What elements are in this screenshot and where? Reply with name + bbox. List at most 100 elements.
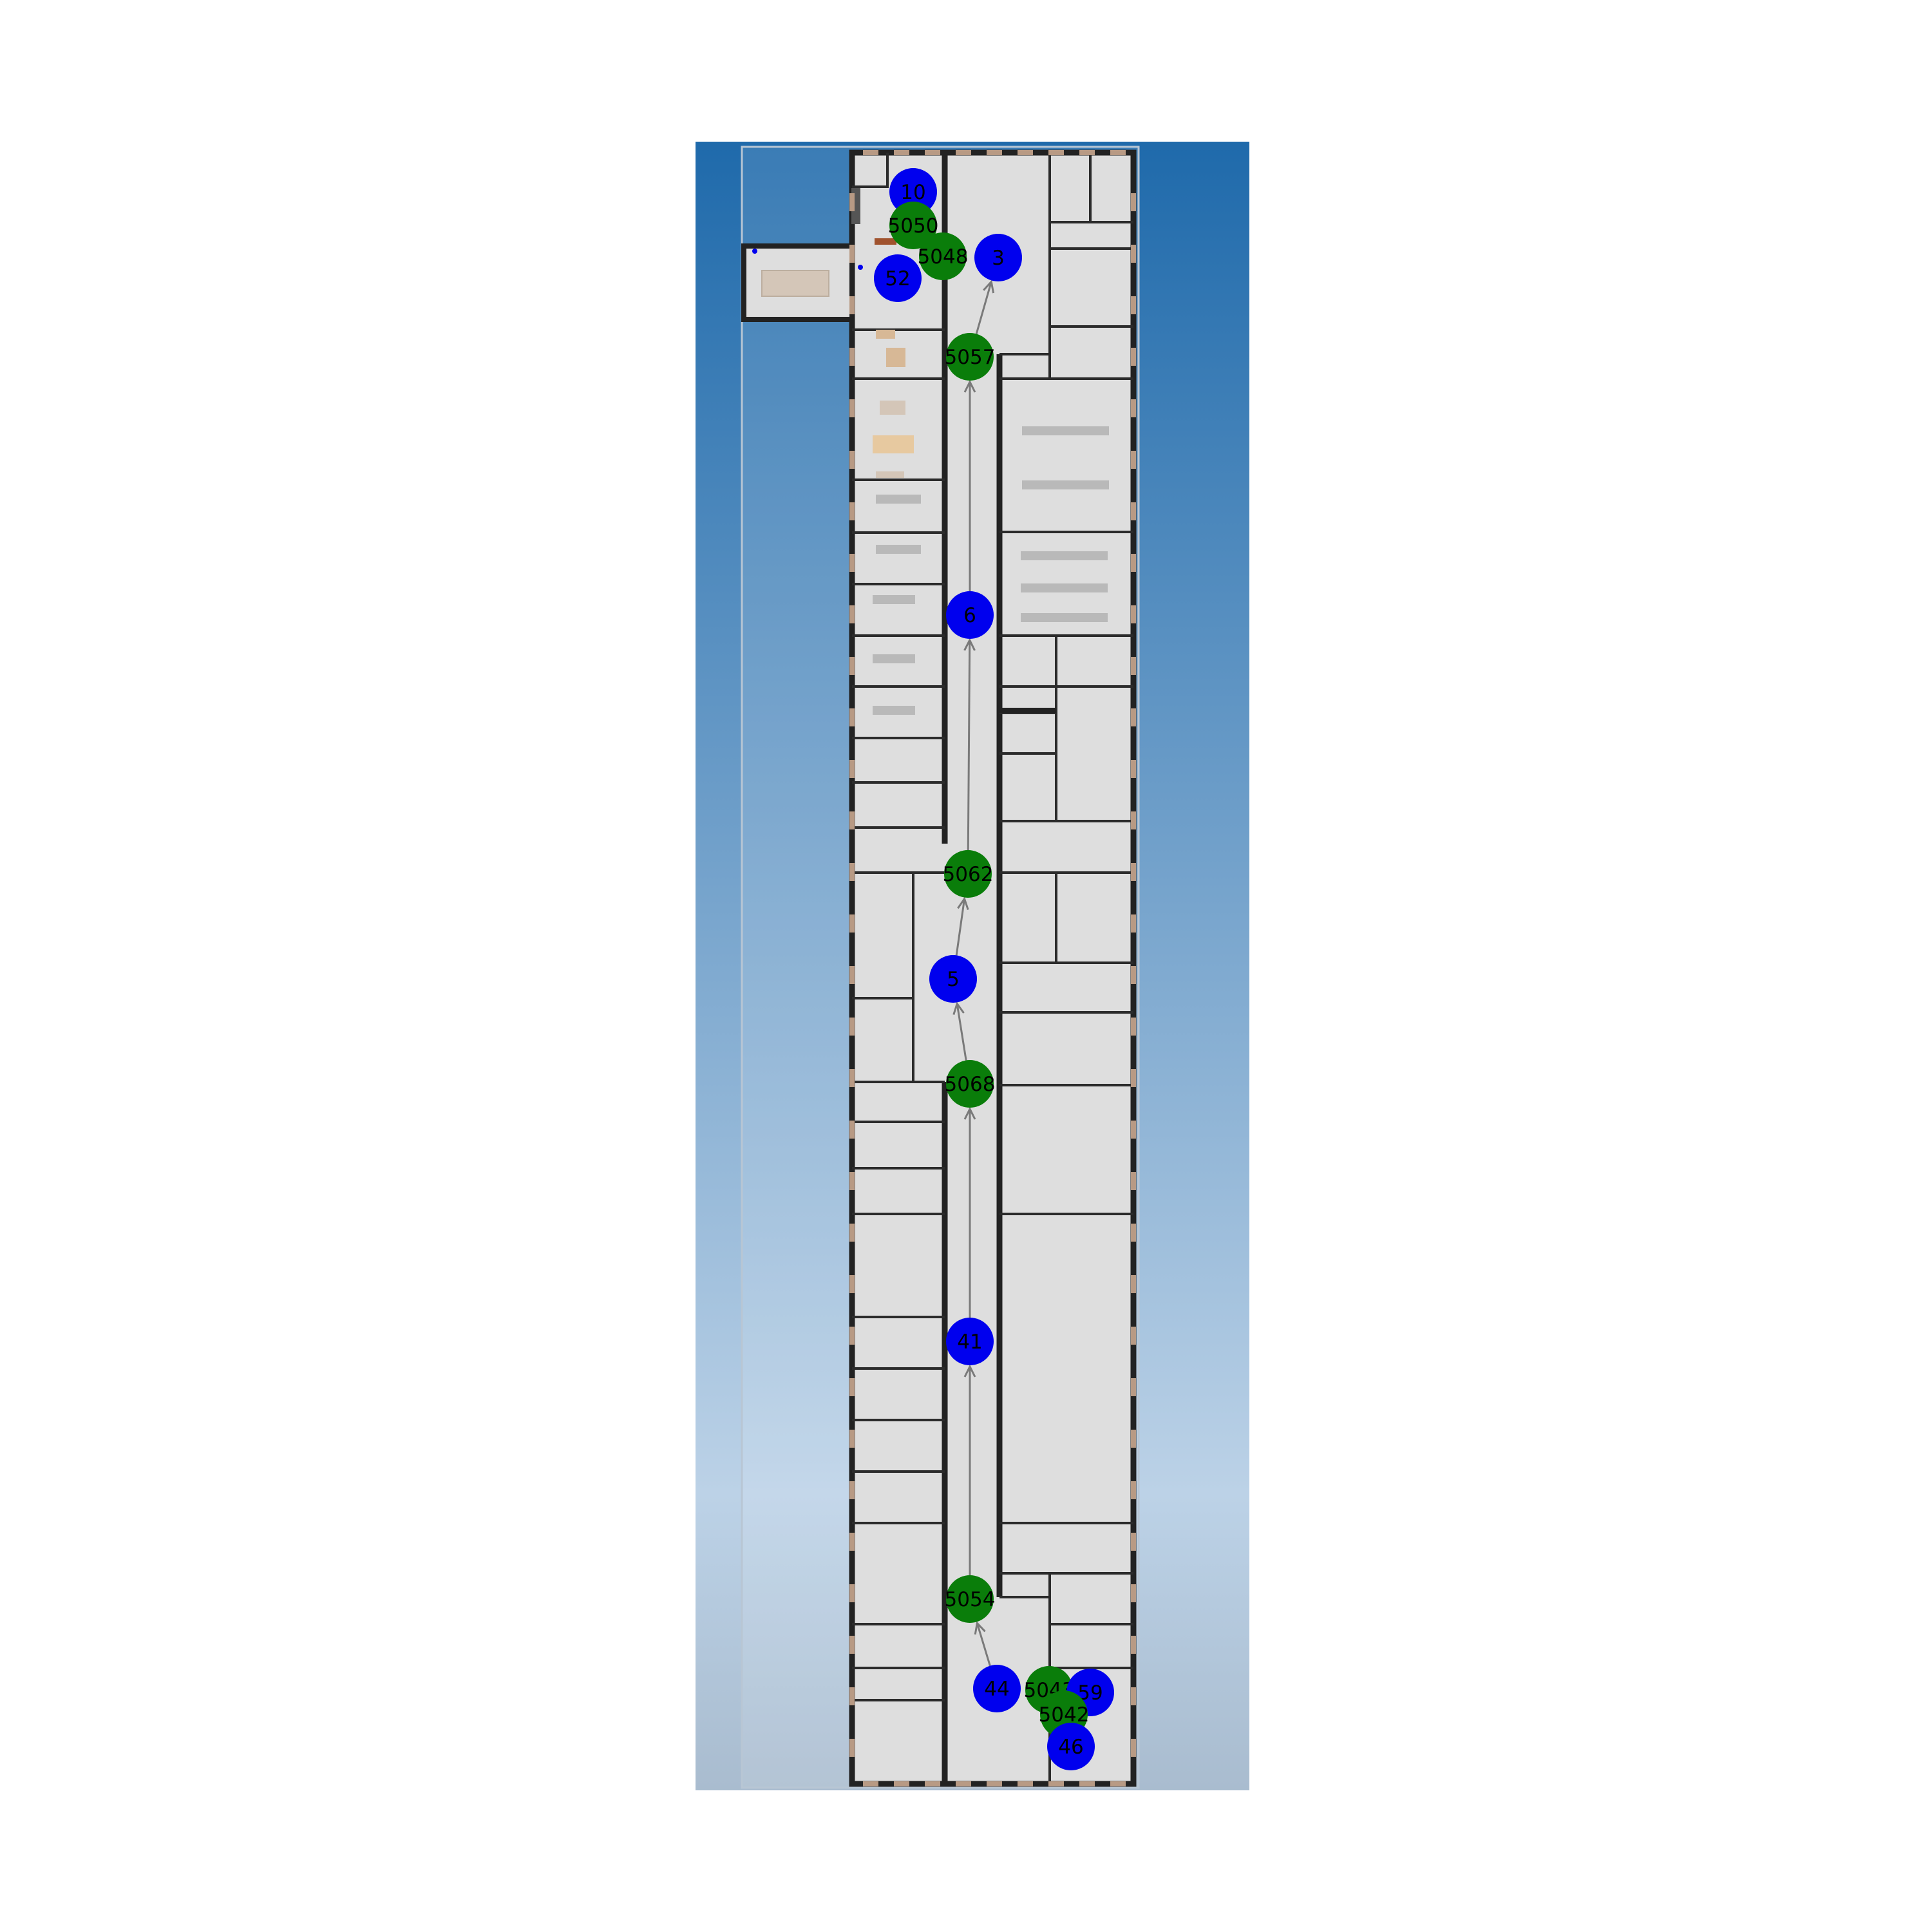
window-pane — [849, 399, 855, 417]
window-pane — [849, 193, 855, 211]
window-pane — [849, 451, 855, 469]
window-pane — [849, 1481, 855, 1499]
window-pane — [849, 1069, 855, 1087]
node-label: 5057 — [945, 346, 996, 369]
window-pane — [925, 150, 940, 155]
window-pane — [1131, 1481, 1136, 1499]
window-pane — [1131, 966, 1136, 984]
window-pane — [1131, 1172, 1136, 1190]
window-pane — [849, 1687, 855, 1705]
window-pane — [1048, 1781, 1064, 1786]
window-pane — [1018, 1781, 1033, 1786]
junction-marker[interactable] — [919, 232, 967, 280]
node-label: 3 — [992, 247, 1005, 270]
junction-marker[interactable] — [946, 1575, 994, 1623]
waypoint-marker[interactable] — [874, 254, 922, 302]
window-pane — [1131, 760, 1136, 778]
window-pane — [849, 1636, 855, 1654]
right-room-walls — [999, 153, 1133, 1784]
window-pane — [1131, 1636, 1136, 1654]
junction-marker[interactable] — [946, 333, 994, 381]
map-node-10[interactable]: 10 — [889, 168, 937, 216]
window-pane — [1131, 245, 1136, 263]
window-pane — [956, 1781, 971, 1786]
window-pane — [1079, 150, 1095, 155]
window-pane — [849, 502, 855, 520]
waypoint-marker[interactable] — [974, 234, 1022, 281]
window-pane — [849, 1430, 855, 1448]
waypoint-marker[interactable] — [1047, 1723, 1095, 1770]
window-pane — [1131, 1327, 1136, 1345]
window-pane — [849, 296, 855, 314]
building — [741, 149, 1137, 1787]
window-pane — [1048, 150, 1064, 155]
window-pane — [1131, 708, 1136, 726]
window-pane — [1110, 150, 1126, 155]
map-node-5054[interactable]: 5054 — [945, 1575, 996, 1623]
window-pane — [1131, 657, 1136, 675]
window-pane — [863, 150, 878, 155]
window-pane — [1131, 1584, 1136, 1602]
window-pane — [1131, 451, 1136, 469]
window-pane — [925, 1781, 940, 1786]
map-node-5[interactable]: 5 — [929, 955, 977, 1003]
window-pane — [1018, 150, 1033, 155]
junction-marker[interactable] — [946, 1060, 994, 1108]
window-pane — [1131, 1018, 1136, 1036]
window-pane — [849, 1275, 855, 1293]
window-pane — [849, 1121, 855, 1139]
window-pane — [849, 760, 855, 778]
node-label: 41 — [957, 1331, 982, 1354]
waypoint-marker[interactable] — [929, 955, 977, 1003]
map-node-6[interactable]: 6 — [946, 591, 994, 639]
thick-wall-segment — [999, 708, 1056, 713]
route-edge-44-5054 — [977, 1623, 991, 1667]
route-edge-5057-3 — [975, 281, 991, 334]
node-label: 52 — [885, 267, 910, 290]
route-edge-5068-5 — [957, 1004, 967, 1061]
route-edge-5-5062 — [955, 899, 964, 956]
window-pane — [849, 1172, 855, 1190]
map-node-5042[interactable]: 5042 — [1039, 1690, 1090, 1738]
annex-table — [761, 270, 829, 297]
waypoint-marker[interactable] — [973, 1665, 1021, 1712]
window-pane — [1131, 863, 1136, 881]
window-pane — [849, 605, 855, 623]
window-pane — [863, 1781, 878, 1786]
window-pane — [849, 966, 855, 984]
junction-marker[interactable] — [944, 850, 992, 898]
map-node-3[interactable]: 3 — [974, 234, 1022, 281]
waypoint-marker[interactable] — [889, 168, 937, 216]
left-room-walls — [852, 153, 945, 1701]
window-pane — [849, 245, 855, 263]
window-pane — [1131, 296, 1136, 314]
window-pane — [849, 1018, 855, 1036]
window-pane — [1131, 1430, 1136, 1448]
window-pane — [987, 1781, 1002, 1786]
map-node-5050[interactable]: 5050 — [888, 202, 939, 249]
map-node-52[interactable]: 52 — [874, 254, 922, 302]
map-node-5057[interactable]: 5057 — [945, 333, 996, 381]
window-pane — [1131, 605, 1136, 623]
window-pane — [849, 1533, 855, 1551]
window-pane — [1131, 502, 1136, 520]
window-pane — [849, 554, 855, 572]
map-node-44[interactable]: 44 — [973, 1665, 1021, 1712]
waypoint-marker[interactable] — [946, 1318, 994, 1365]
window-pane — [849, 1327, 855, 1345]
window-pane — [894, 150, 909, 155]
map-node-5062[interactable]: 5062 — [943, 850, 994, 898]
map-node-41[interactable]: 41 — [946, 1318, 994, 1365]
map-node-46[interactable]: 46 — [1047, 1723, 1095, 1770]
node-label: 5068 — [945, 1073, 996, 1096]
window-pane — [849, 708, 855, 726]
node-label: 10 — [900, 181, 925, 204]
window-pane — [1131, 1121, 1136, 1139]
node-label: 5054 — [945, 1588, 996, 1611]
junction-marker[interactable] — [889, 202, 937, 249]
window-pane — [1131, 914, 1136, 933]
waypoint-marker[interactable] — [946, 591, 994, 639]
map-node-5068[interactable]: 5068 — [945, 1060, 996, 1108]
map-node-5048[interactable]: 5048 — [918, 232, 969, 280]
